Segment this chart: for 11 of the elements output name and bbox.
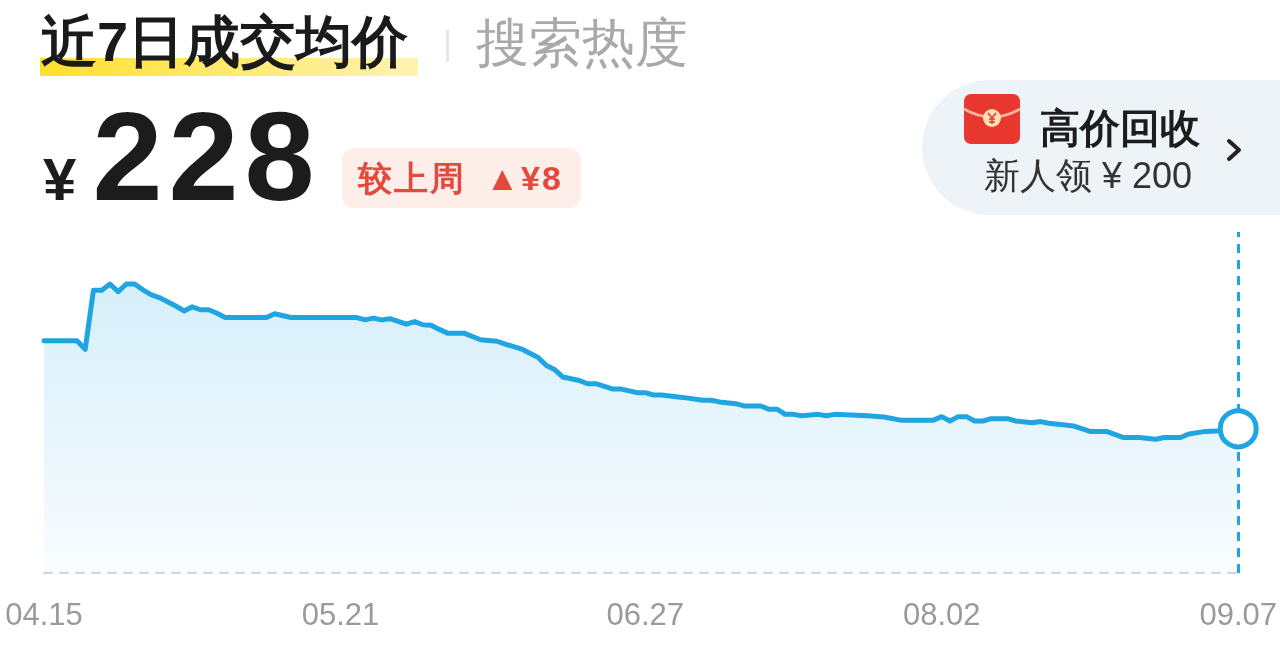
x-tick-label: 06.27 [606,597,685,632]
chart-title: 近7日成交均价 [41,10,409,74]
x-tick-label: 09.07 [1199,597,1277,632]
text: 搜索热度 [476,12,688,74]
text: ¥228 [43,86,321,229]
text: 高价回收 [1040,105,1200,152]
x-tick-label: 05.21 [301,597,380,632]
text: 较上周 ▲¥8 [342,148,581,208]
x-tick-label: 08.02 [902,597,981,632]
text: 新人领 ¥ 200 [984,154,1193,198]
x-tick-label: 04.15 [5,597,83,632]
